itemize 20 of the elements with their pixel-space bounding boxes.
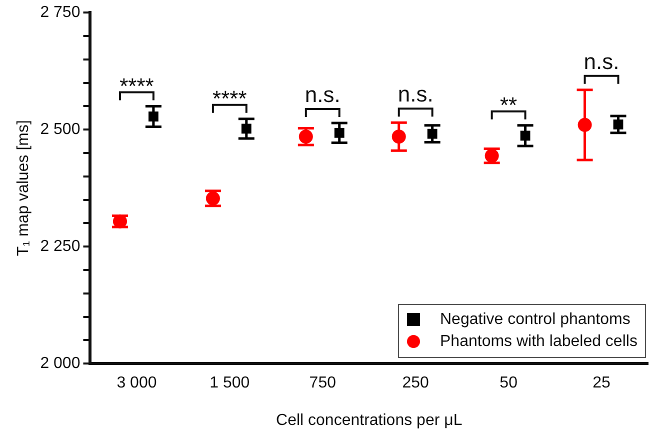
y-axis-title: T₁ map values [ms] (15, 120, 32, 256)
y-tick-label: 2 750 (40, 4, 80, 22)
legend-label: Phantoms with labeled cells (440, 332, 638, 351)
annotation: n.s. (304, 82, 340, 108)
annotation: n.s. (584, 48, 620, 74)
x-tick-label: 25 (592, 374, 611, 392)
annotation: **** (120, 73, 154, 98)
annotation: ** (500, 92, 518, 118)
y-tick-label: 2 000 (40, 355, 80, 372)
y-tick-label: 2 500 (40, 121, 80, 138)
x-tick-label: 3 000 (116, 374, 157, 392)
x-tick-label: 750 (309, 374, 336, 392)
x-tick-label: 50 (500, 374, 518, 392)
x-tick-label: 1 500 (210, 374, 250, 392)
x-axis-title: Cell concentrations per μL (276, 412, 462, 429)
x-tick-label: 250 (402, 374, 430, 392)
annotation: n.s. (398, 82, 434, 107)
annotation: **** (212, 86, 248, 111)
legend-label: Negative control phantoms (440, 310, 630, 329)
y-tick-label: 2 250 (40, 238, 80, 256)
